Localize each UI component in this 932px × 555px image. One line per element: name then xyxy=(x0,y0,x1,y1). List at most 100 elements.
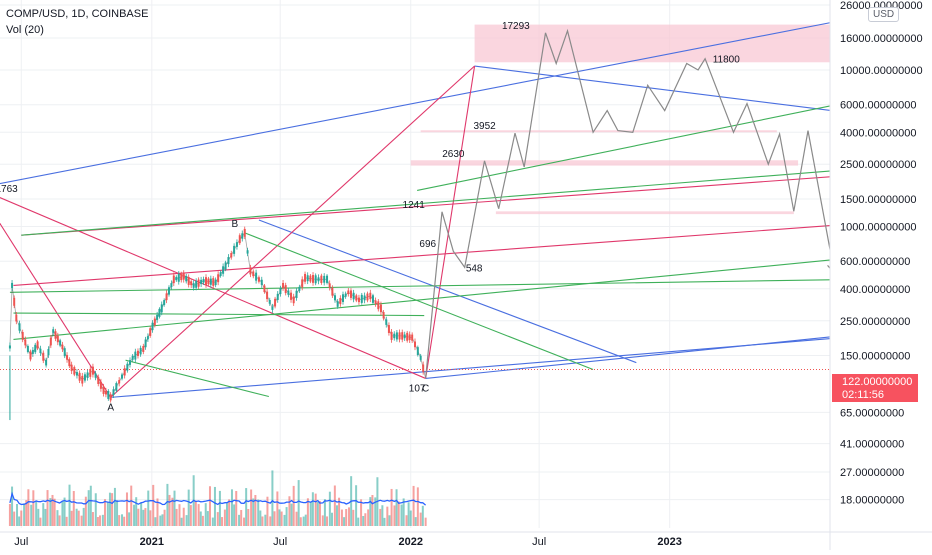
volume-bar xyxy=(199,511,202,526)
price-series xyxy=(8,226,426,421)
candle-body xyxy=(331,287,334,296)
volume-bar xyxy=(189,505,192,526)
candle-body xyxy=(180,274,183,281)
annotation-label: 1763 xyxy=(0,184,18,195)
candle-body xyxy=(45,359,48,366)
volume-bar xyxy=(371,495,374,526)
candle-body xyxy=(393,333,396,339)
volume-bar xyxy=(264,514,267,526)
candle-body xyxy=(349,290,352,298)
candle-body xyxy=(279,288,282,295)
annotation-label: 2630 xyxy=(442,149,465,160)
candle-body xyxy=(266,291,269,300)
grid xyxy=(0,0,830,528)
volume-bar xyxy=(278,509,281,526)
pitchfork-line-green xyxy=(9,278,863,293)
candle-body xyxy=(238,235,241,244)
volume-bar xyxy=(173,490,176,526)
candle-body xyxy=(156,314,159,320)
volume-bar xyxy=(168,494,171,526)
volume-bar xyxy=(306,498,309,526)
volume-bar xyxy=(326,516,329,526)
volume-bar xyxy=(357,517,360,526)
y-tick-label: 1000.00000000 xyxy=(840,222,916,234)
volume-bar xyxy=(311,492,314,526)
volume-bar xyxy=(65,516,68,526)
candle-body xyxy=(295,290,298,299)
volume-bar xyxy=(304,514,307,526)
candle-body xyxy=(246,250,249,254)
candle-body xyxy=(369,292,372,300)
candle-body xyxy=(379,304,382,313)
annotation-label: 17293 xyxy=(502,21,530,32)
candle-body xyxy=(309,275,312,282)
volume-bar xyxy=(166,483,169,526)
candle-body xyxy=(195,280,198,288)
volume-indicator-label[interactable]: Vol (20) xyxy=(6,24,44,36)
candle-body xyxy=(163,300,166,306)
volume-bar xyxy=(37,508,40,526)
volume-bar xyxy=(84,496,87,526)
candle-body xyxy=(271,306,274,310)
candle-body xyxy=(185,276,188,282)
volume-bar xyxy=(412,485,415,526)
volume-bar xyxy=(367,509,370,526)
candle-body xyxy=(197,279,200,287)
target-zone xyxy=(474,24,830,63)
volume-bar xyxy=(23,503,26,526)
volume-bar xyxy=(163,509,166,526)
volume-bar xyxy=(316,501,319,526)
pitchfork-line-green xyxy=(21,167,863,236)
candle-body xyxy=(284,285,287,294)
pitchfork-line-pink xyxy=(110,65,475,398)
candle-body xyxy=(128,360,131,365)
volume-bar xyxy=(77,510,80,526)
current-price-badge: 122.00000000 02:11:56 xyxy=(832,374,918,402)
volume-bar xyxy=(18,516,21,526)
volume-bar xyxy=(111,493,114,526)
symbol-title[interactable]: COMP/USD, 1D, COINBASE xyxy=(6,8,149,20)
volume-bar xyxy=(58,515,61,526)
volume-bar xyxy=(135,497,138,526)
candle-body xyxy=(102,386,105,394)
candle-body xyxy=(360,294,363,303)
x-tick-label: Jul xyxy=(14,536,28,548)
current-price-value: 122.00000000 xyxy=(842,376,913,388)
volume-bar xyxy=(27,489,30,526)
volume-bar xyxy=(273,511,276,526)
pitchfork-line-pink xyxy=(0,222,112,398)
volume-bar xyxy=(116,500,119,526)
candle-body xyxy=(341,294,344,302)
y-tick-label: 1500.00000000 xyxy=(840,194,916,206)
candle-body xyxy=(355,295,358,301)
volume-bar xyxy=(201,515,204,526)
volume-bar xyxy=(290,503,293,526)
candle-body xyxy=(202,279,205,283)
candle-body xyxy=(260,279,263,285)
candle-body xyxy=(363,295,366,301)
candle-body xyxy=(126,363,129,371)
volume-bar xyxy=(352,509,355,526)
candle-body xyxy=(422,364,425,372)
volume-bar xyxy=(152,484,155,526)
volume-bar xyxy=(348,507,351,526)
volume-bar xyxy=(393,505,396,526)
volume-bar xyxy=(243,517,246,526)
pitchfork-line-pink xyxy=(425,65,476,379)
target-zone xyxy=(495,211,794,215)
volume-bar xyxy=(397,501,400,526)
candle-body xyxy=(414,341,416,348)
candle-body xyxy=(59,340,62,346)
annotation-label: 11800 xyxy=(713,55,741,66)
volume-bar xyxy=(16,504,19,526)
candle-body xyxy=(255,272,258,281)
currency-button[interactable]: USD xyxy=(868,7,900,22)
volume-bar xyxy=(204,503,207,526)
pitchfork-lines xyxy=(0,15,863,398)
volume-bar xyxy=(175,508,178,526)
volume-bar xyxy=(245,488,248,526)
y-axis-panel xyxy=(830,0,932,550)
volume-bar xyxy=(379,508,382,526)
